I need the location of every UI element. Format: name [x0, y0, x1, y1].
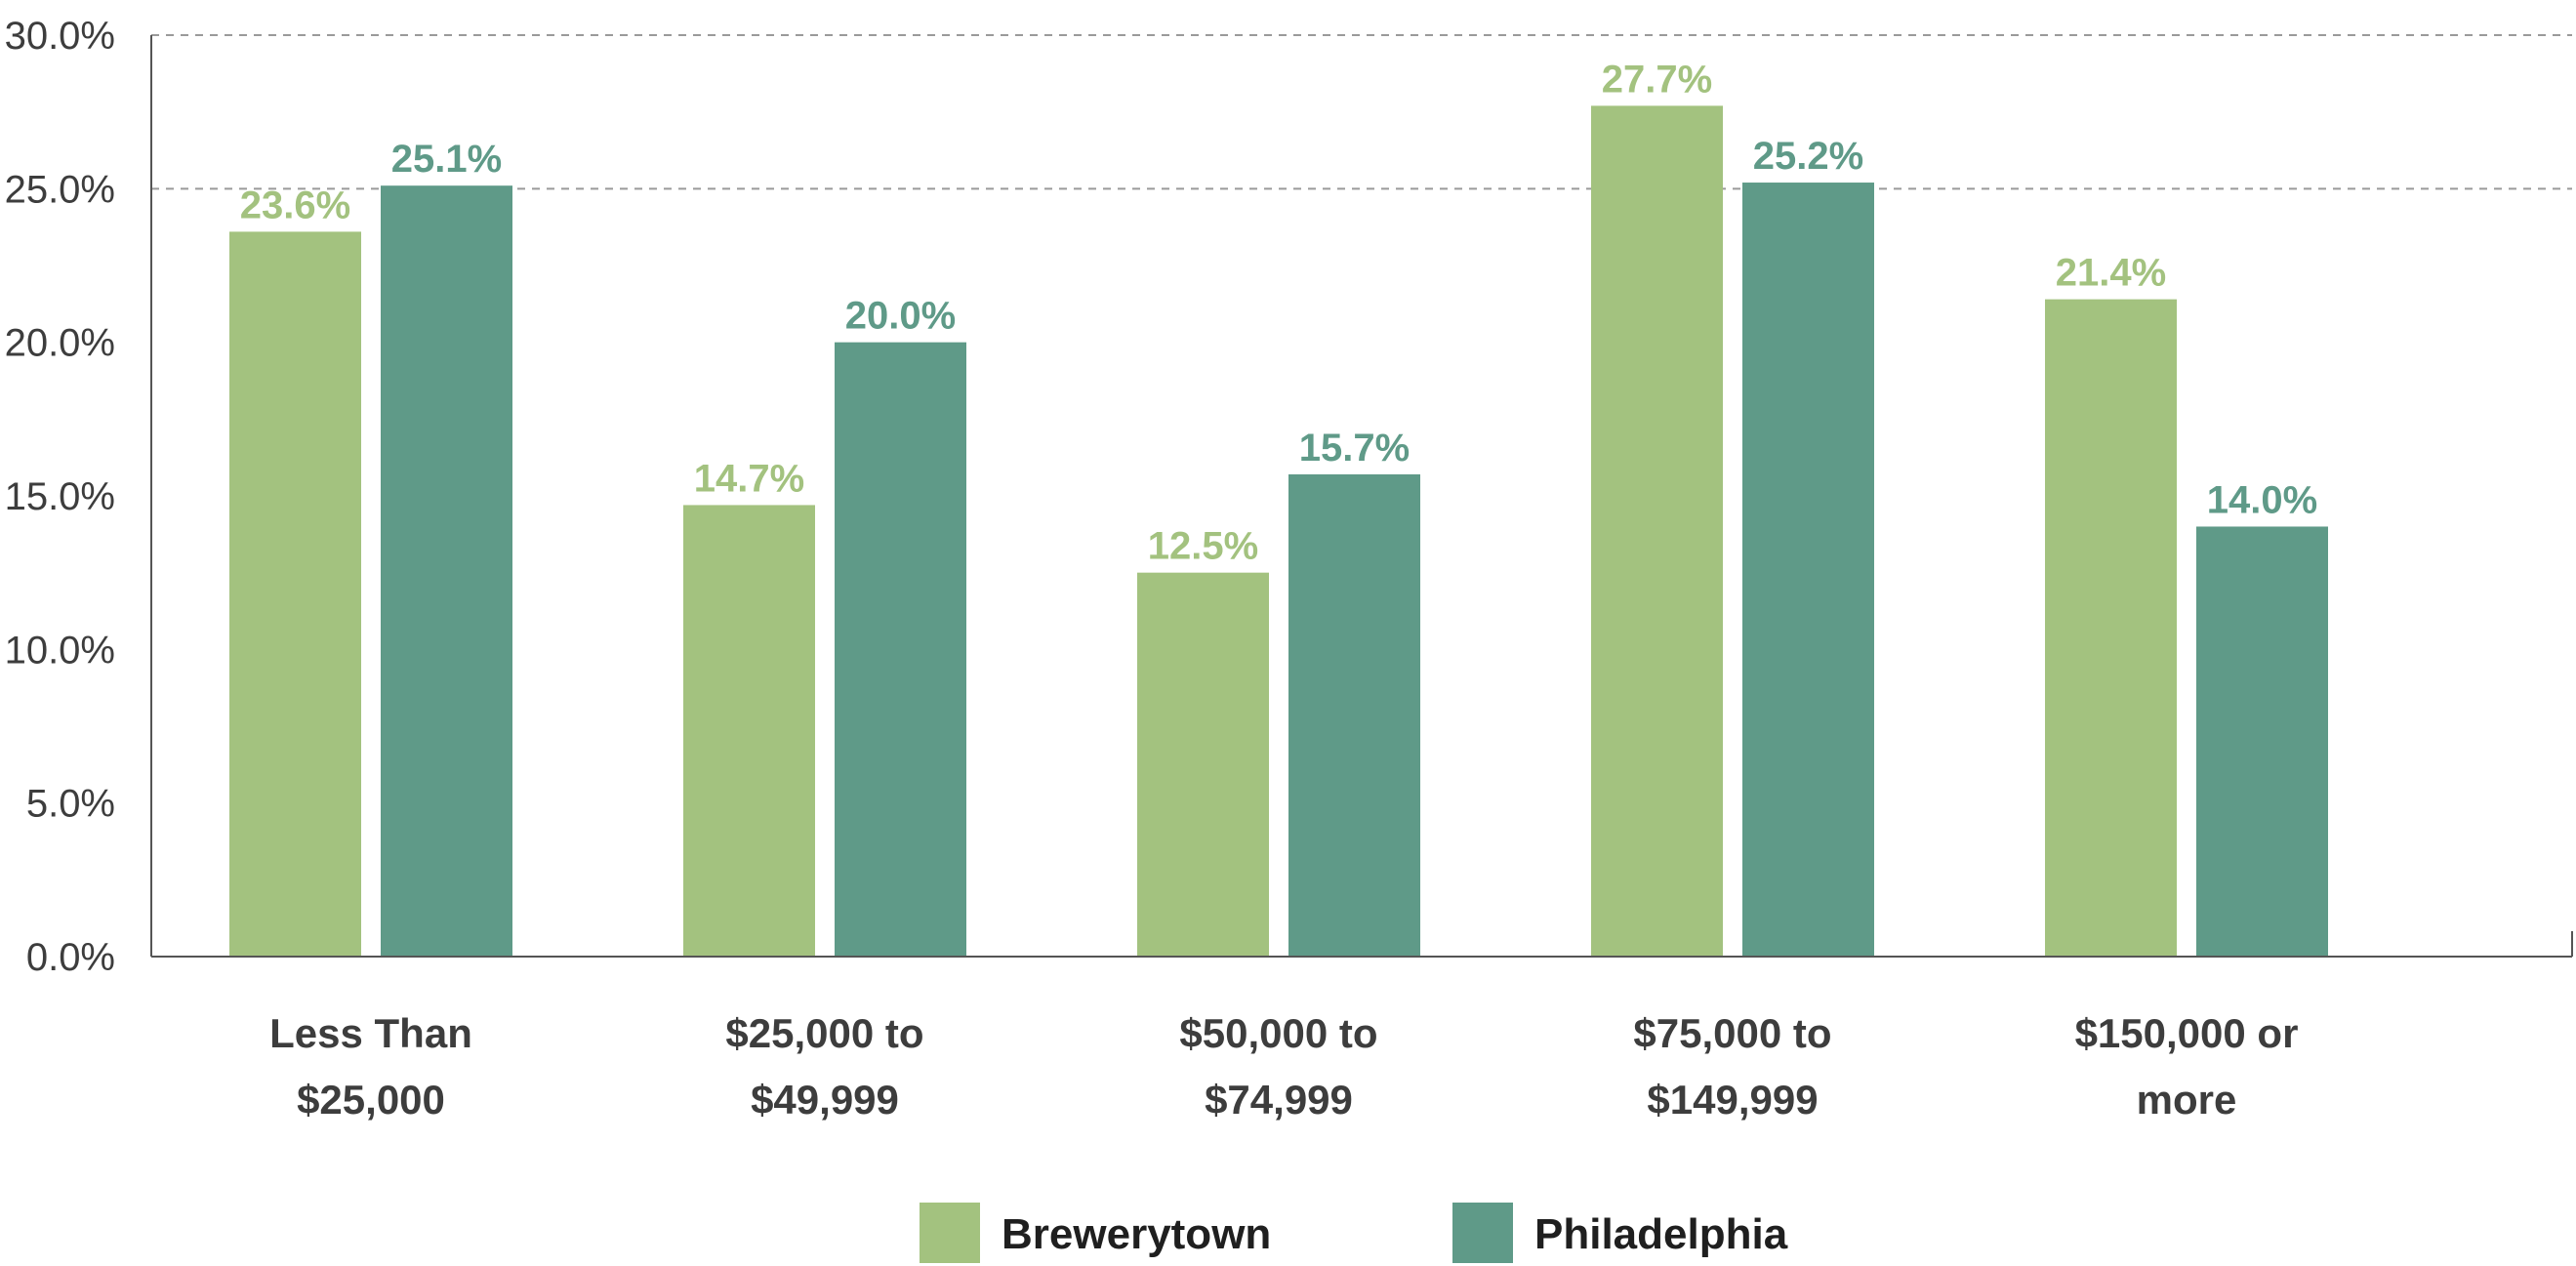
bar-philadelphia-4	[1742, 183, 1874, 958]
bar-philadelphia-5	[2196, 526, 2328, 957]
bar-brewerytown-1	[229, 231, 361, 958]
x-category-label: Less Than $25,000	[269, 1010, 472, 1123]
legend-swatch-philadelphia	[1452, 1203, 1513, 1263]
data-label: 14.7%	[694, 457, 804, 500]
y-axis-ticks: 0.0% 5.0% 10.0% 15.0% 20.0% 25.0% 30.0%	[5, 15, 115, 979]
y-tick-label: 15.0%	[5, 475, 115, 518]
y-tick-label: 25.0%	[5, 168, 115, 211]
legend-label-philadelphia: Philadelphia	[1534, 1210, 1788, 1258]
x-axis-labels: Less Than $25,000 $25,000 to $49,999 $50,000…	[269, 1010, 2298, 1123]
legend-label-brewerytown: Brewerytown	[1002, 1210, 1271, 1258]
legend-swatch-brewerytown	[920, 1203, 980, 1263]
data-label: 15.7%	[1299, 427, 1410, 470]
axes	[150, 35, 2573, 958]
x-category-label: $75,000 to $149,999	[1633, 1010, 1831, 1123]
y-tick-label: 0.0%	[26, 936, 115, 979]
bar-brewerytown-5	[2045, 299, 2177, 957]
data-label: 27.7%	[1602, 58, 1712, 101]
y-tick-label: 20.0%	[5, 322, 115, 365]
bar-philadelphia-1	[381, 185, 512, 958]
data-label: 14.0%	[2207, 478, 2317, 521]
bar-philadelphia-3	[1288, 473, 1420, 957]
bar-brewerytown-4	[1591, 105, 1723, 957]
data-label: 12.5%	[1148, 525, 1258, 568]
x-category-label: $50,000 to $74,999	[1179, 1010, 1377, 1123]
bars: 23.6% 25.1% 14.7% 20.0% 12.5% 15.7% 27.7% 25.2%…	[229, 58, 2328, 958]
data-label: 20.0%	[845, 295, 956, 338]
y-tick-label: 5.0%	[26, 783, 115, 826]
bar-philadelphia-2	[835, 342, 966, 958]
bar-brewerytown-3	[1137, 572, 1269, 957]
bar-brewerytown-2	[683, 505, 815, 957]
data-label: 23.6%	[240, 184, 350, 226]
data-label: 25.2%	[1753, 135, 1863, 178]
legend: Brewerytown Philadelphia	[920, 1203, 1788, 1263]
gridlines	[151, 34, 2572, 190]
data-label: 21.4%	[2056, 252, 2166, 295]
y-tick-label: 10.0%	[5, 629, 115, 672]
x-category-label: $25,000 to $49,999	[725, 1010, 923, 1123]
y-tick-label: 30.0%	[5, 15, 115, 58]
data-label: 25.1%	[391, 138, 502, 181]
x-category-label: $150,000 or more	[2075, 1010, 2299, 1123]
